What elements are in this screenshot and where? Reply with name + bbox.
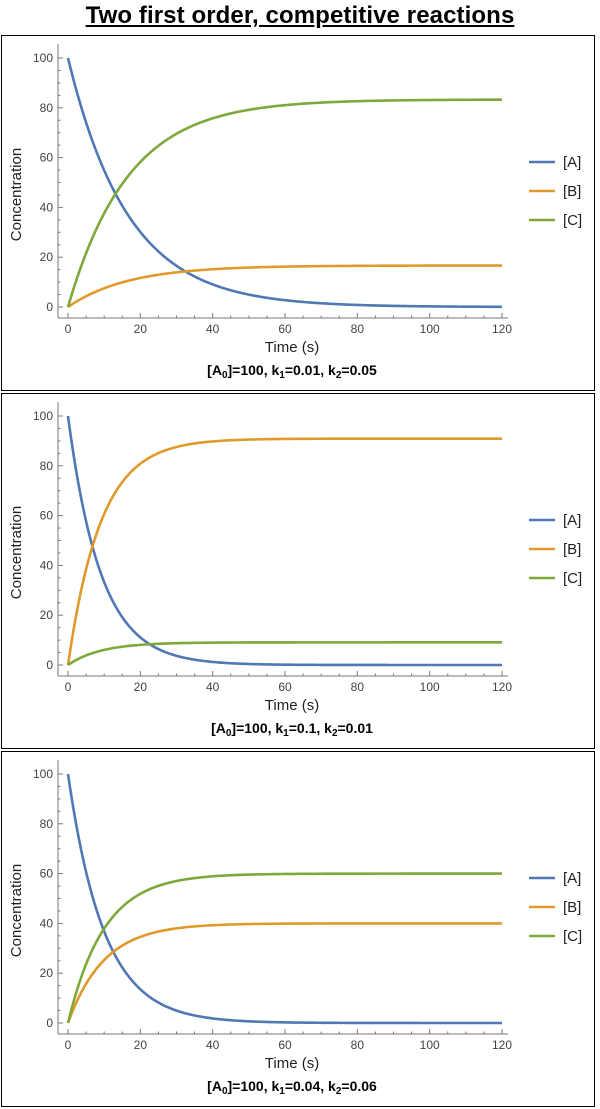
y-tick-label: 0 — [46, 300, 53, 314]
y-tick-label: 100 — [33, 51, 53, 65]
legend-label-b: [B] — [563, 899, 581, 916]
x-tick-label: 40 — [206, 1038, 220, 1052]
series-line-a — [66, 415, 502, 667]
x-tick-label: 20 — [134, 680, 148, 694]
x-tick-label: 60 — [278, 1038, 292, 1052]
legend-label-a: [A] — [563, 870, 581, 887]
chart-1: 0 20 40 60 80 100 120 0 20 40 60 80 100 Time (s) Conce… — [8, 44, 582, 381]
y-tick-label: 0 — [46, 1016, 53, 1030]
series-line-b — [66, 437, 502, 666]
y-tick-label: 80 — [40, 459, 54, 473]
y-tick-label: 80 — [40, 101, 54, 115]
chart-subtitle: [A0]=100, k1=0.01, k2=0.05 — [207, 362, 377, 381]
y-tick-label: 40 — [40, 200, 54, 214]
chart-panel-1: 0 20 40 60 80 100 120 0 20 40 60 80 100 Time (s) Conce… — [1, 35, 595, 391]
series-line-c — [66, 872, 502, 1024]
y-tick-label: 60 — [40, 151, 54, 165]
y-tick-label: 80 — [40, 817, 54, 831]
x-axis-title: Time (s) — [265, 339, 319, 356]
series-lines — [66, 773, 502, 1025]
series-lines — [66, 57, 503, 309]
y-axis-title: Concentration — [8, 506, 25, 599]
y-tick-label: 20 — [40, 250, 54, 264]
y-tick-label: 20 — [40, 966, 54, 980]
x-tick-label: 60 — [278, 680, 292, 694]
x-axis-title: Time (s) — [265, 1055, 319, 1072]
chart-subtitle: [A0]=100, k1=0.04, k2=0.06 — [207, 1078, 377, 1097]
x-tick-label: 20 — [134, 322, 148, 336]
x-tick-label: 80 — [351, 680, 365, 694]
legend-label-b: [B] — [563, 183, 581, 200]
x-tick-label: 40 — [206, 680, 220, 694]
axes: 0 20 40 60 80 100 120 0 20 40 60 80 100 — [33, 760, 512, 1052]
axes: 0 20 40 60 80 100 120 0 20 40 60 80 100 — [33, 402, 512, 694]
legend: [A] [B] [C] — [529, 154, 582, 229]
y-tick-label: 20 — [40, 608, 54, 622]
page-title: Two first order, competitive reactions — [85, 2, 515, 29]
series-line-b — [67, 264, 502, 309]
y-tick-label: 0 — [46, 658, 53, 672]
legend-label-c: [C] — [563, 570, 582, 587]
series-lines — [66, 415, 502, 667]
chart-panel-2: 0 20 40 60 80 100 120 0 20 40 60 80 100 Time (s) Conce… — [1, 393, 595, 749]
y-tick-label: 60 — [40, 867, 54, 881]
x-tick-label: 0 — [65, 1038, 72, 1052]
x-tick-label: 120 — [492, 322, 512, 336]
chart-2: 0 20 40 60 80 100 120 0 20 40 60 80 100 Time (s) Conce… — [8, 402, 582, 739]
x-tick-label: 0 — [65, 322, 72, 336]
x-tick-label: 40 — [206, 322, 220, 336]
x-tick-label: 120 — [492, 680, 512, 694]
y-tick-label: 40 — [40, 558, 54, 572]
chart-panel-3: 0 20 40 60 80 100 120 0 20 40 60 80 100 Time (s) Conce… — [1, 751, 595, 1107]
x-tick-label: 0 — [65, 680, 72, 694]
x-tick-label: 60 — [278, 322, 292, 336]
y-axis-title: Concentration — [8, 864, 25, 957]
x-tick-label: 120 — [492, 1038, 512, 1052]
x-tick-label: 100 — [420, 680, 440, 694]
legend: [A] [B] [C] — [529, 870, 582, 945]
legend-label-c: [C] — [563, 212, 582, 229]
y-tick-label: 100 — [33, 409, 53, 423]
chart-subtitle: [A0]=100, k1=0.1, k2=0.01 — [211, 720, 373, 739]
y-tick-label: 60 — [40, 509, 54, 523]
y-axis-title: Concentration — [8, 148, 25, 241]
series-line-b — [66, 922, 502, 1024]
legend-label-b: [B] — [563, 541, 581, 558]
legend: [A] [B] [C] — [529, 512, 582, 587]
legend-label-a: [A] — [563, 154, 581, 171]
series-line-a — [66, 773, 502, 1025]
y-tick-label: 40 — [40, 916, 54, 930]
x-tick-label: 100 — [420, 322, 440, 336]
series-line-a — [66, 57, 502, 309]
legend-label-c: [C] — [563, 928, 582, 945]
x-tick-label: 80 — [351, 1038, 365, 1052]
x-tick-label: 80 — [351, 322, 365, 336]
legend-label-a: [A] — [563, 512, 581, 529]
series-line-c — [67, 641, 502, 667]
chart-3: 0 20 40 60 80 100 120 0 20 40 60 80 100 Time (s) Conce… — [8, 760, 582, 1097]
x-tick-label: 20 — [134, 1038, 148, 1052]
series-line-c — [66, 98, 503, 308]
x-tick-label: 100 — [420, 1038, 440, 1052]
x-axis-title: Time (s) — [265, 697, 319, 714]
y-tick-label: 100 — [33, 767, 53, 781]
axes: 0 20 40 60 80 100 120 0 20 40 60 80 100 — [33, 44, 512, 336]
